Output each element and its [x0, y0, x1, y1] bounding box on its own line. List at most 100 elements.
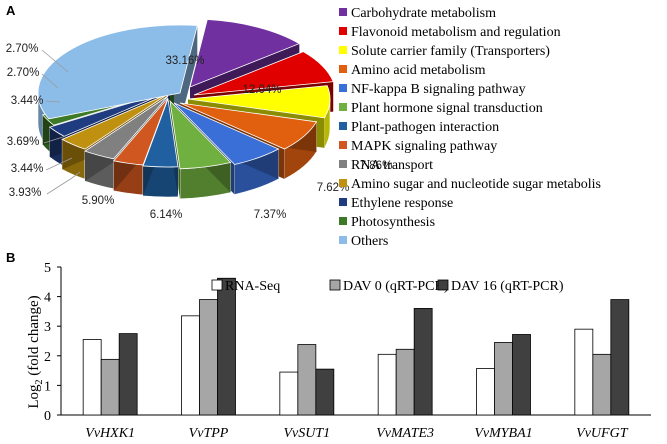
x-tick-label-vvufgt: VvUFGT: [576, 426, 629, 441]
pie-slice-amino-acid-metabolism: [179, 102, 318, 150]
leader-line: [43, 135, 67, 144]
legend-swatch-photosynthesis: [339, 217, 347, 225]
panel-b-label: B: [6, 250, 15, 265]
pie-slice-nf-kappa-b-signaling-pathway: [173, 102, 280, 165]
pie-value-ethylene-response: 2.70%: [7, 67, 40, 79]
bar-legend-swatch-dav-16-qrt-pcr: [437, 279, 449, 291]
bar-vvmyba1-dav-0-qrt-pcr: [494, 342, 513, 416]
pie-value-rna-transport: 3.69%: [7, 136, 40, 148]
bar-legend-label-dav-0-qrt-pcr: DAV 0 (qRT-PCR): [343, 279, 449, 294]
leader-line: [45, 157, 73, 171]
bar-vvtpp-rna-seq: [181, 315, 200, 416]
pie-slice-others: [37, 24, 198, 120]
bar-vvufgt-dav-0-qrt-pcr: [592, 353, 612, 416]
pie-value-mapk-signaling-pathway: 3.44%: [11, 163, 44, 175]
bar-legend-label-dav-16-qrt-pcr: DAV 16 (qRT-PCR): [451, 279, 564, 294]
pie-slice-solute-carrier-family-transporters: [187, 85, 331, 119]
bar-vvufgt-rna-seq: [574, 328, 594, 416]
bar-vvmate3-rna-seq: [377, 353, 397, 416]
y-tick-label: 0: [44, 409, 51, 424]
legend-swatch-plant-pathogen-interaction: [339, 122, 347, 130]
pie-slice-mapk-signaling-pathway: [112, 97, 169, 166]
legend-label-amino-acid-metabolism: Amino acid metabolism: [351, 63, 486, 78]
bar-vvmate3-dav-0-qrt-pcr: [395, 348, 415, 416]
legend-swatch-amino-sugar-and-nucleotide-sugar-metabolis: [339, 179, 347, 187]
bar-vvmyba1-dav-16-qrt-pcr: [512, 334, 531, 416]
bar-legend-swatch-dav-0-qrt-pcr: [329, 279, 341, 291]
x-tick-label-vvmyba1: VvMYBA1: [474, 426, 532, 441]
legend-swatch-others: [339, 236, 347, 244]
leader-line: [45, 100, 61, 103]
bar-vvmate3-dav-16-qrt-pcr: [413, 308, 433, 416]
bar-vvhxk1-dav-16-qrt-pcr: [118, 333, 138, 416]
pie-slice-amino-sugar-and-nucleotide-sugar-metabolis: [61, 93, 169, 150]
legend-label-carbohydrate-metabolism: Carbohydrate metabolism: [351, 6, 496, 21]
pie-value-photosynthesis: 2.70%: [6, 43, 39, 55]
pie-value-flavonoid-metabolism-and-regulation: 7.86%: [360, 160, 393, 172]
legend-swatch-plant-hormone-signal-transduction: [339, 103, 347, 111]
y-axis-label: Log2 (fold change): [26, 295, 45, 408]
pie-wall-others: [180, 25, 198, 123]
y-tick-label: 4: [44, 291, 51, 306]
pie-value-labels: 12.04%7.86%7.62%7.37%6.14%5.90%3.93%3.44…: [6, 43, 393, 221]
bar-vvufgt-dav-16-qrt-pcr: [610, 299, 630, 416]
x-tick-label-vvmate3: VvMATE3: [376, 426, 434, 441]
bar-marks: [82, 277, 630, 416]
leader-line: [46, 171, 81, 195]
y-tick-label: 1: [44, 379, 51, 394]
legend-swatch-amino-acid-metabolism: [339, 65, 347, 73]
legend-label-photosynthesis: Photosynthesis: [351, 215, 435, 230]
pie-value-nf-kappa-b-signaling-pathway: 6.14%: [150, 209, 183, 221]
pie-value-others: 33.16%: [165, 55, 204, 67]
legend-swatch-mapk-signaling-pathway: [339, 141, 347, 149]
panel-a-label: A: [6, 3, 16, 18]
pie-slice-plant-hormone-signal-transduction: [169, 99, 232, 170]
legend-swatch-rna-transport: [339, 160, 347, 168]
bar-vvtpp-dav-16-qrt-pcr: [217, 277, 236, 416]
legend-label-ethylene-response: Ethylene response: [351, 196, 453, 211]
bar-vvsut1-dav-0-qrt-pcr: [297, 344, 317, 416]
legend-swatch-solute-carrier-family-transporters: [339, 46, 347, 54]
pie-value-amino-acid-metabolism: 7.37%: [254, 209, 287, 221]
legend-label-rna-transport: RNA transport: [351, 158, 433, 173]
legend-swatch-nf-kappa-b-signaling-pathway: [339, 84, 347, 92]
bar-vvhxk1-rna-seq: [82, 339, 102, 416]
bar-legend-swatch-rna-seq: [211, 279, 223, 291]
bar-legend-label-rna-seq: RNA-Seq: [225, 279, 280, 294]
pie-top: [37, 19, 334, 170]
bar-vvmyba1-rna-seq: [476, 368, 495, 416]
bar-vvsut1-dav-16-qrt-pcr: [315, 368, 335, 416]
legend-label-mapk-signaling-pathway: MAPK signaling pathway: [351, 139, 497, 154]
bar-vvsut1-rna-seq: [279, 371, 299, 416]
pie-slice-flavonoid-metabolism-and-regulation: [193, 51, 334, 96]
x-tick-label-vvhxk1: VvHXK1: [85, 426, 135, 441]
legend-swatch-flavonoid-metabolism-and-regulation: [339, 27, 347, 35]
bar-legend: RNA-Seq DAV 0 (qRT-PCR) DAV 16 (qRT-PCR): [211, 279, 564, 294]
bar-vvtpp-dav-0-qrt-pcr: [199, 299, 218, 416]
legend-label-plant-hormone-signal-transduction: Plant hormone signal transduction: [351, 101, 543, 116]
legend-label-plant-pathogen-interaction: Plant-pathogen interaction: [351, 120, 499, 135]
y-tick-label: 3: [44, 320, 51, 335]
x-tick-label-vvtpp: VvTPP: [189, 426, 229, 441]
pie-slice-carbohydrate-metabolism: [189, 19, 301, 88]
pie-value-carbohydrate-metabolism: 12.04%: [242, 84, 281, 96]
legend-label-others: Others: [351, 234, 388, 249]
bar-axes: 0 1 2 3 4 5 VvHXK1 VvTPP VvSUT1 VvMATE3 VvMYBA1 VvU…: [44, 261, 651, 441]
leader-line: [41, 73, 59, 89]
y-tick-label: 2: [44, 350, 51, 365]
legend-label-flavonoid-metabolism-and-regulation: Flavonoid metabolism and regulation: [351, 25, 561, 40]
pie-legend: Carbohydrate metabolism Flavonoid metabol…: [339, 6, 601, 249]
pie-slice-plant-pathogen-interaction: [142, 98, 179, 168]
pie-value-amino-sugar-and-nucleotide-sugar-metabolis: 3.44%: [11, 95, 44, 107]
leader-line: [41, 49, 69, 73]
legend-label-nf-kappa-b-signaling-pathway: NF-kappa B signaling pathway: [351, 82, 526, 97]
pie-value-plant-pathogen-interaction: 3.93%: [9, 187, 42, 199]
legend-label-amino-sugar-and-nucleotide-sugar-metabolis: Amino sugar and nucleotide sugar metabol…: [351, 177, 601, 192]
pie-value-plant-hormone-signal-transduction: 5.90%: [82, 195, 115, 207]
pie-slice-rna-transport: [84, 95, 169, 160]
y-tick-label: 5: [44, 261, 51, 276]
bar-vvhxk1-dav-0-qrt-pcr: [100, 358, 120, 416]
legend-swatch-ethylene-response: [339, 198, 347, 206]
x-tick-label-vvsut1: VvSUT1: [283, 426, 330, 441]
